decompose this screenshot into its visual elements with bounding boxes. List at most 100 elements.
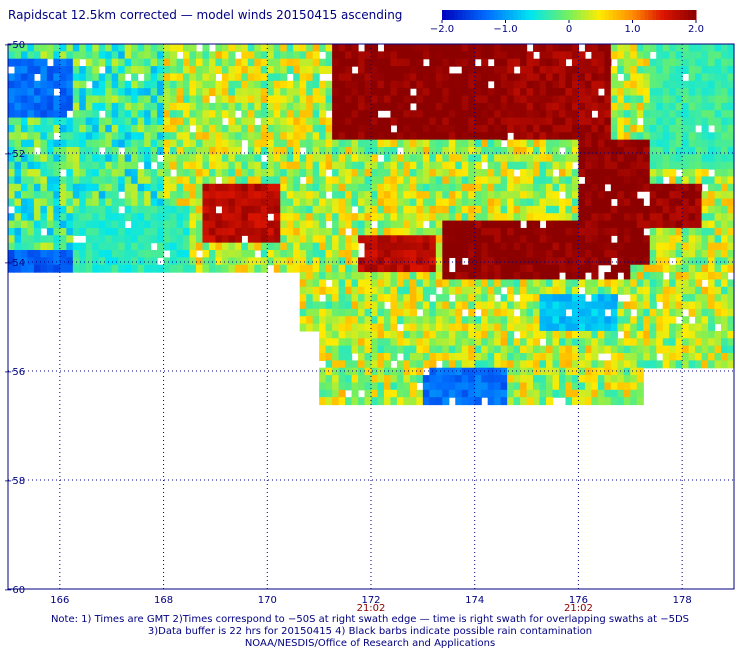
heatmap-cell xyxy=(422,286,430,295)
heatmap-cell xyxy=(312,44,320,52)
heatmap-cell xyxy=(721,124,729,133)
colorbar-swatch xyxy=(453,10,459,20)
heatmap-cell xyxy=(558,205,567,214)
heatmap-cell xyxy=(312,191,320,200)
heatmap-cell xyxy=(708,330,716,339)
heatmap-cell xyxy=(721,88,729,97)
heatmap-cell xyxy=(319,220,327,229)
heatmap-cell xyxy=(150,250,158,258)
heatmap-cell xyxy=(202,124,210,133)
heatmap-cell xyxy=(584,382,592,391)
heatmap-cell xyxy=(474,161,482,170)
heatmap-cell xyxy=(578,213,586,222)
heatmap-cell xyxy=(144,198,152,207)
heatmap-cell xyxy=(299,279,307,288)
heatmap-cell xyxy=(604,95,612,104)
heatmap-cell xyxy=(409,176,417,185)
heatmap-cell xyxy=(500,242,508,251)
heatmap-cell xyxy=(494,316,502,325)
heatmap-cell xyxy=(442,117,450,126)
heatmap-cell xyxy=(630,330,638,339)
heatmap-cell xyxy=(578,132,586,141)
heatmap-cell xyxy=(649,213,657,222)
heatmap-cell xyxy=(474,227,482,236)
heatmap-cell xyxy=(552,235,560,244)
heatmap-cell xyxy=(144,242,152,251)
heatmap-cell xyxy=(66,198,74,207)
heatmap-cell xyxy=(552,227,560,236)
heatmap-cell xyxy=(552,213,560,222)
heatmap-cell xyxy=(221,227,229,236)
heatmap-cell xyxy=(383,235,392,244)
heatmap-cell xyxy=(533,95,541,104)
heatmap-cell xyxy=(630,227,638,236)
heatmap-cell xyxy=(312,235,320,244)
heatmap-cell xyxy=(157,169,165,178)
heatmap-cell xyxy=(526,58,534,67)
colorbar-swatch xyxy=(537,10,542,20)
heatmap-cell xyxy=(66,51,74,60)
heatmap-cell xyxy=(403,44,411,52)
heatmap-cell xyxy=(312,95,320,104)
heatmap-cell xyxy=(578,338,586,347)
heatmap-cell xyxy=(338,102,346,111)
heatmap-cell xyxy=(487,272,495,281)
heatmap-cell xyxy=(351,51,359,60)
heatmap-cell xyxy=(273,227,281,236)
heatmap-cell xyxy=(494,161,502,170)
heatmap-cell xyxy=(617,51,625,60)
colorbar-swatch xyxy=(600,10,606,20)
heatmap-cell xyxy=(111,66,119,75)
heatmap-cell xyxy=(422,242,430,251)
heatmap-cell xyxy=(332,110,340,119)
heatmap-cell xyxy=(727,338,735,347)
heatmap-cell xyxy=(688,102,696,111)
heatmap-cell xyxy=(8,227,16,236)
heatmap-cell xyxy=(455,316,463,325)
heatmap-cell xyxy=(131,205,139,214)
heatmap-cell xyxy=(351,279,359,288)
heatmap-cell xyxy=(474,345,482,354)
heatmap-cell xyxy=(727,176,735,185)
heatmap-cell xyxy=(546,66,554,75)
heatmap-cell xyxy=(92,161,100,170)
heatmap-cell xyxy=(409,58,417,67)
heatmap-cell xyxy=(649,183,657,192)
heatmap-cell xyxy=(92,250,100,258)
heatmap-cell xyxy=(351,397,359,406)
heatmap-cell xyxy=(597,338,605,347)
heatmap-cell xyxy=(390,323,398,332)
heatmap-cell xyxy=(500,367,508,376)
heatmap-cell xyxy=(228,264,236,273)
heatmap-cell xyxy=(66,257,74,266)
heatmap-cell xyxy=(338,58,346,67)
heatmap-cell xyxy=(584,147,592,155)
heatmap-cell xyxy=(578,330,586,339)
heatmap-cell xyxy=(254,95,262,104)
heatmap-cell xyxy=(293,242,301,251)
heatmap-cell xyxy=(202,95,210,104)
heatmap-cell xyxy=(656,117,664,126)
heatmap-cell xyxy=(682,154,690,163)
heatmap-cell xyxy=(649,191,657,200)
heatmap-cell xyxy=(714,176,722,185)
heatmap-cell xyxy=(526,66,534,75)
heatmap-cell xyxy=(144,110,152,119)
heatmap-cell xyxy=(267,51,275,60)
heatmap-cell xyxy=(234,44,242,52)
heatmap-cell xyxy=(383,257,392,266)
heatmap-cell xyxy=(552,154,560,163)
heatmap-cell xyxy=(597,44,605,52)
heatmap-cell xyxy=(215,95,223,104)
heatmap-cell xyxy=(85,51,93,60)
heatmap-cell xyxy=(118,44,126,52)
heatmap-cell xyxy=(364,58,372,67)
heatmap-cell xyxy=(364,169,372,178)
heatmap-cell xyxy=(208,213,217,222)
heatmap-cell xyxy=(578,272,586,281)
heatmap-cell xyxy=(371,286,379,295)
heatmap-cell xyxy=(280,102,288,111)
heatmap-cell xyxy=(507,66,515,75)
heatmap-cell xyxy=(474,382,482,391)
heatmap-cell xyxy=(649,279,657,288)
